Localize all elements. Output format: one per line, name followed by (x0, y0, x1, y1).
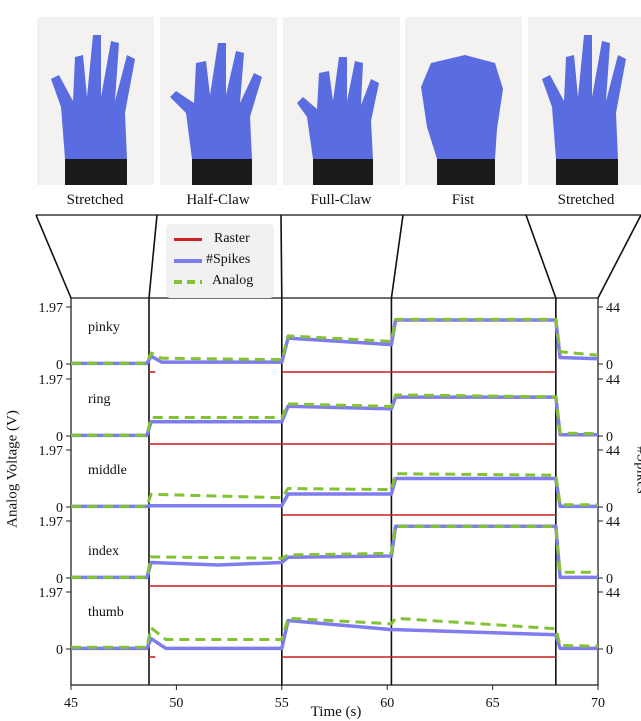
x-tick-label: 45 (64, 696, 78, 711)
analog-line-middle (71, 472, 598, 508)
glove-hand-icon (37, 17, 154, 185)
spikes-line-index (71, 524, 598, 580)
legend-label-analog: Analog (212, 273, 254, 288)
finger-label-pinky: pinky (88, 320, 120, 335)
y-tick-label-left-top: 1.97 (39, 373, 64, 388)
y-tick-label-left-zero: 0 (56, 430, 63, 445)
legend-item-spikes: #Spikes (174, 252, 274, 270)
pose-label-stretched: Stretched (66, 192, 124, 208)
pose-connector-line (597, 214, 641, 299)
pose-label-stretched-end: Stretched (557, 192, 615, 208)
pose-label-full-claw: Full-Claw (310, 192, 372, 208)
y-tick-label-right-zero: 0 (606, 430, 613, 445)
y-tick-label-left-zero: 0 (56, 572, 63, 587)
pose-connector-line (148, 214, 158, 299)
finger-label-middle: middle (88, 463, 127, 478)
y-tick-label-right-zero: 0 (606, 358, 613, 373)
y-tick-label-right-top: 44 (606, 515, 620, 530)
y-axis-label-voltage: Analog Voltage (V) (4, 410, 21, 528)
photo-full-claw (283, 17, 400, 185)
analog-line-thumb (71, 616, 599, 649)
photo-fist (405, 17, 522, 185)
analog-line-ring (71, 393, 599, 437)
legend: Raster #Spikes Analog (166, 224, 274, 298)
pose-label-fist: Fist (451, 192, 475, 208)
x-tick-label: 70 (591, 696, 605, 711)
y-tick-label-right-top: 44 (606, 586, 620, 601)
x-axis-label: Time (s) (310, 704, 362, 720)
x-tick-label: 60 (380, 696, 394, 711)
y-tick-label-right-zero: 0 (606, 643, 613, 658)
x-tick-label: 55 (275, 696, 289, 711)
y-axis-label-spikes: #Spikes (633, 446, 641, 494)
x-tick-label: 65 (486, 696, 500, 711)
glove-hand-icon (405, 17, 522, 185)
y-tick-label-right-top: 44 (606, 444, 620, 459)
pose-connector-line (390, 214, 404, 299)
y-tick-label-right-top: 44 (606, 301, 620, 316)
y-tick-label-left-top: 1.97 (39, 515, 64, 530)
pose-connector-line (35, 214, 72, 299)
glove-hand-icon (283, 17, 400, 185)
legend-swatch-raster (174, 238, 202, 241)
legend-item-analog: Analog (174, 273, 274, 291)
analog-line-pinky (71, 317, 599, 365)
y-tick-label-right-zero: 0 (606, 501, 613, 516)
pose-connector-line (525, 214, 557, 299)
photo-stretched (37, 17, 154, 185)
y-tick-label-left-top: 1.97 (39, 586, 64, 601)
pose-connector-line (280, 214, 283, 299)
y-tick-label-left-zero: 0 (56, 358, 63, 373)
glove-hand-icon (528, 17, 641, 185)
legend-item-raster: Raster (174, 231, 274, 249)
spikes-line-middle (71, 476, 598, 509)
finger-label-index: index (88, 544, 119, 559)
photo-stretched-end (528, 17, 641, 185)
legend-swatch-spikes (174, 259, 202, 263)
analog-line-index (71, 525, 598, 579)
plot-frame (70, 297, 599, 686)
finger-label-thumb: thumb (88, 605, 124, 620)
photo-half-claw (160, 17, 277, 185)
y-tick-label-left-zero: 0 (56, 643, 63, 658)
legend-label-raster: Raster (214, 231, 250, 246)
x-tick-label: 50 (169, 696, 183, 711)
y-tick-label-left-top: 1.97 (39, 301, 64, 316)
legend-swatch-analog (174, 280, 202, 284)
pose-label-half-claw: Half-Claw (186, 192, 250, 208)
y-tick-label-left-zero: 0 (56, 501, 63, 516)
y-tick-label-right-zero: 0 (606, 572, 613, 587)
finger-label-ring: ring (88, 392, 111, 407)
spikes-line-ring (71, 395, 598, 438)
legend-label-spikes: #Spikes (206, 252, 251, 267)
y-tick-label-left-top: 1.97 (39, 444, 64, 459)
glove-hand-icon (160, 17, 277, 185)
y-tick-label-right-top: 44 (606, 373, 620, 388)
